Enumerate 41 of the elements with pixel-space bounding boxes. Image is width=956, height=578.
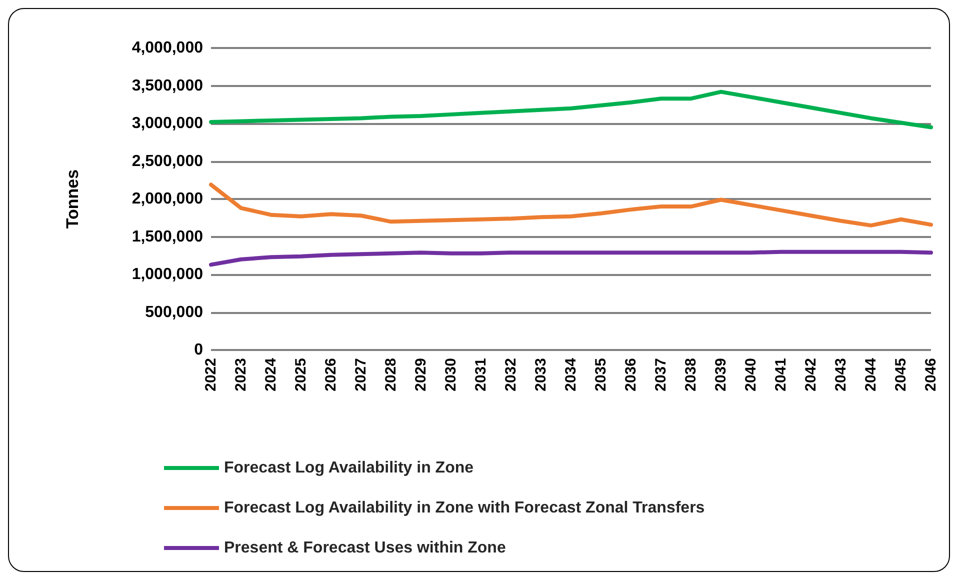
x-tick-label: 2035 bbox=[592, 358, 610, 392]
x-tick-label: 2044 bbox=[862, 357, 880, 392]
y-tick-label: 2,500,000 bbox=[132, 152, 204, 170]
y-tick-label: 500,000 bbox=[145, 304, 204, 321]
x-tick-label: 2022 bbox=[202, 358, 220, 392]
x-tick-label: 2034 bbox=[562, 357, 580, 392]
line-series bbox=[209, 250, 933, 267]
y-axis-title: Tonnes bbox=[63, 169, 82, 229]
line-series bbox=[209, 182, 933, 228]
y-tick-label: 1,500,000 bbox=[132, 228, 204, 246]
x-tick-label: 2027 bbox=[352, 358, 370, 392]
x-tick-label: 2023 bbox=[232, 358, 250, 392]
x-tick-label: 2029 bbox=[412, 358, 430, 392]
x-tick-label: 2040 bbox=[742, 358, 760, 392]
x-tick-label: 2031 bbox=[472, 358, 490, 392]
x-tick-label: 2026 bbox=[322, 358, 340, 392]
x-tick-label: 2037 bbox=[652, 358, 670, 392]
x-tick-label: 2028 bbox=[382, 358, 400, 392]
x-tick-label: 2046 bbox=[922, 358, 940, 392]
x-tick-label: 2038 bbox=[682, 358, 700, 392]
legend-label: Present & Forecast Uses within Zone bbox=[224, 540, 506, 556]
x-tick-label: 2039 bbox=[712, 358, 730, 392]
x-tick-label: 2043 bbox=[832, 358, 850, 392]
x-tick-label: 2030 bbox=[442, 358, 460, 392]
x-tick-label: 2045 bbox=[892, 358, 910, 392]
y-tick-label: 3,000,000 bbox=[132, 115, 204, 132]
y-tick-label: 3,500,000 bbox=[132, 77, 204, 94]
y-tick-label: 0 bbox=[194, 342, 204, 358]
x-tick-label: 2024 bbox=[262, 357, 280, 392]
y-tick-label: 1,000,000 bbox=[132, 266, 204, 283]
x-tick-label: 2032 bbox=[502, 358, 520, 392]
y-tick-label: 4,000,000 bbox=[132, 40, 204, 56]
x-tick-label: 2041 bbox=[772, 358, 790, 392]
y-tick-label: 2,000,000 bbox=[132, 190, 204, 208]
legend-label: Forecast Log Availability in Zone with Forecast Zonal Transfers bbox=[224, 500, 705, 516]
line-series bbox=[209, 90, 933, 130]
x-tick-label: 2042 bbox=[802, 358, 820, 392]
x-tick-label: 2025 bbox=[292, 358, 310, 392]
legend-label: Forecast Log Availability in Zone bbox=[224, 460, 474, 476]
x-tick-label: 2036 bbox=[622, 358, 640, 392]
x-tick-label: 2033 bbox=[532, 358, 550, 392]
